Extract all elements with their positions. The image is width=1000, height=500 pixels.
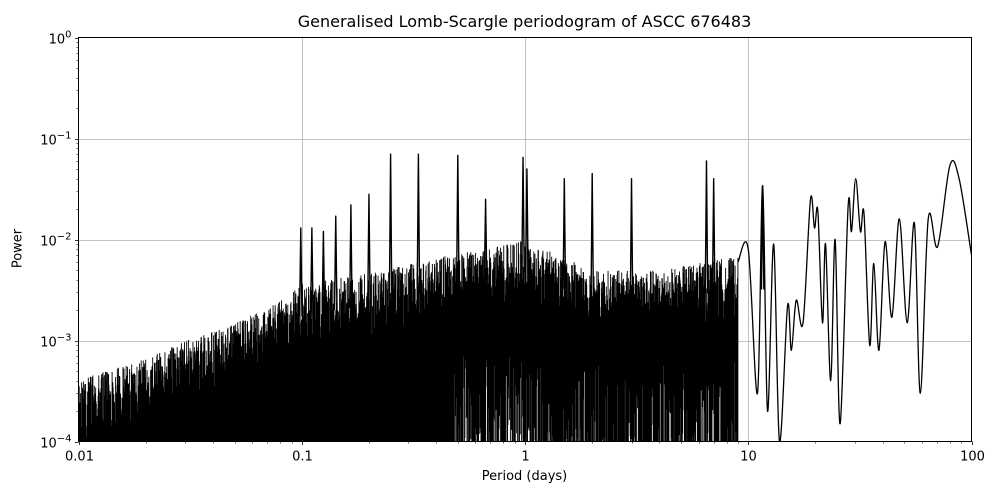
chart-title: Generalised Lomb-Scargle periodogram of … (297, 12, 752, 31)
plot-frame (78, 37, 972, 442)
y-tick-label: 10−3 (40, 333, 71, 351)
x-tick-label: 1 (521, 450, 529, 465)
periodogram-series (78, 153, 972, 442)
y-tick-label: 10−2 (40, 232, 71, 250)
x-tick-label: 0.1 (292, 450, 313, 465)
x-tick-labels: 0.01 0.1 1 10 100 (65, 450, 985, 465)
y-tick-label: 10−4 (40, 434, 71, 452)
y-tick-label: 10−1 (40, 131, 71, 149)
axis-ticks (75, 38, 973, 445)
x-tick-label: 0.01 (65, 450, 94, 465)
x-axis-label: Period (days) (481, 469, 568, 484)
y-tick-label: 100 (49, 30, 72, 48)
y-tick-labels: 100 10−1 10−2 10−3 10−4 (40, 30, 71, 452)
x-tick-label: 10 (740, 450, 757, 465)
x-tick-label: 100 (960, 450, 985, 465)
